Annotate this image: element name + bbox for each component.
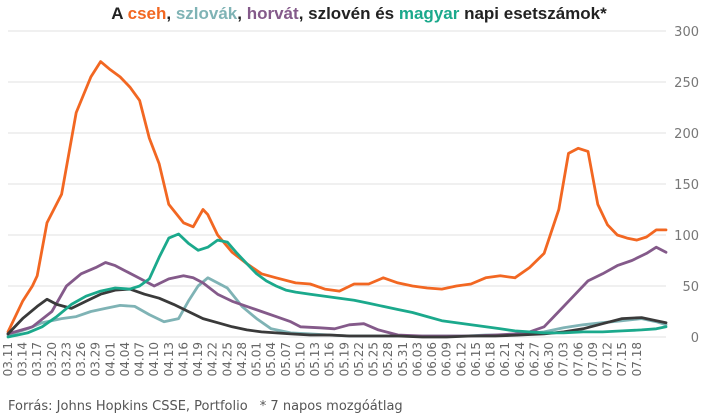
y-tick-label: 50 — [682, 280, 699, 295]
title-part: , szlovén és — [298, 4, 399, 23]
y-tick-label: 200 — [674, 127, 699, 142]
x-tick-label: 04.19 — [191, 342, 205, 376]
x-tick-label: 04.16 — [177, 342, 191, 376]
x-tick-label: 05.01 — [250, 342, 264, 376]
x-tick-label: 04.07 — [133, 342, 147, 376]
x-tick-label: 06.09 — [440, 342, 454, 376]
gridlines — [8, 30, 666, 338]
x-tick-label: 06.30 — [542, 342, 556, 376]
x-tick-label: 05.28 — [381, 342, 395, 376]
x-tick-label: 05.19 — [337, 342, 351, 376]
x-tick-label: 07.09 — [586, 342, 600, 376]
y-tick-label: 150 — [674, 178, 699, 193]
x-tick-label: 07.18 — [630, 342, 644, 376]
y-axis-ticks: 0 50 100 150 200 250 300 — [674, 25, 699, 346]
x-tick-label: 03.11 — [1, 342, 15, 376]
x-tick-label: 05.13 — [308, 342, 322, 376]
chart-title: A cseh, szlovák, horvát, szlovén és magy… — [0, 4, 718, 24]
x-axis-ticks: 03.11 03.14 03.17 03.20 03.23 03.26 03.29 04.01… — [1, 342, 644, 376]
series-line-cseh — [6, 60, 668, 334]
series-line-magyar — [6, 232, 668, 339]
x-tick-label: 07.15 — [615, 342, 629, 376]
source-note: Forrás: Johns Hopkins CSSE, Portfolio — [8, 399, 248, 414]
x-tick-label: 04.13 — [162, 342, 176, 376]
x-tick-label: 05.04 — [264, 342, 278, 376]
title-part: , — [237, 4, 247, 23]
x-tick-label: 06.03 — [410, 342, 424, 376]
moving-average-note: * 7 napos mozgóátlag — [259, 399, 403, 414]
x-tick-label: 07.12 — [601, 342, 615, 376]
x-tick-label: 06.15 — [469, 342, 483, 376]
x-tick-label: 05.25 — [367, 342, 381, 376]
x-tick-label: 06.12 — [454, 342, 468, 376]
x-tick-label: 06.27 — [527, 342, 541, 376]
x-tick-label: 05.16 — [323, 342, 337, 376]
y-tick-label: 300 — [674, 25, 699, 40]
x-tick-label: 07.03 — [557, 342, 571, 376]
y-tick-label: 0 — [691, 331, 699, 346]
x-tick-label: 03.29 — [89, 342, 103, 376]
x-tick-label: 03.17 — [30, 342, 44, 376]
series-line-horvát — [6, 245, 668, 338]
x-tick-label: 05.22 — [352, 342, 366, 376]
title-part: magyar — [398, 4, 460, 23]
x-tick-label: 06.06 — [425, 342, 439, 376]
x-tick-label: 03.14 — [16, 342, 30, 376]
series-lines — [6, 60, 668, 339]
x-tick-label: 03.23 — [60, 342, 74, 376]
x-tick-label: 04.04 — [118, 342, 132, 376]
x-tick-label: 06.24 — [513, 342, 527, 376]
x-tick-label: 03.26 — [74, 342, 88, 376]
title-part: horvát — [246, 4, 299, 23]
x-tick-label: 04.10 — [147, 342, 161, 376]
x-tick-label: 04.22 — [206, 342, 220, 376]
y-tick-label: 100 — [674, 229, 699, 244]
title-part: cseh — [127, 4, 167, 23]
x-tick-label: 04.01 — [103, 342, 117, 376]
x-tick-label: 06.21 — [498, 342, 512, 376]
x-tick-label: 05.31 — [396, 342, 410, 376]
x-tick-label: 05.10 — [293, 342, 307, 376]
series-line-szlovén — [6, 287, 668, 339]
footer: Forrás: Johns Hopkins CSSE, Portfolio * … — [8, 399, 411, 414]
x-tick-label: 03.20 — [45, 342, 59, 376]
y-tick-label: 250 — [674, 76, 699, 91]
x-tick-label: 04.25 — [220, 342, 234, 376]
x-tick-label: 05.07 — [279, 342, 293, 376]
title-part: szlovák — [175, 4, 238, 23]
x-tick-label: 06.18 — [484, 342, 498, 376]
title-part: A — [111, 4, 128, 23]
title-part: , — [166, 4, 176, 23]
x-tick-label: 07.06 — [571, 342, 585, 376]
title-part: napi esetszámok* — [459, 4, 607, 23]
x-tick-label: 04.28 — [235, 342, 249, 376]
